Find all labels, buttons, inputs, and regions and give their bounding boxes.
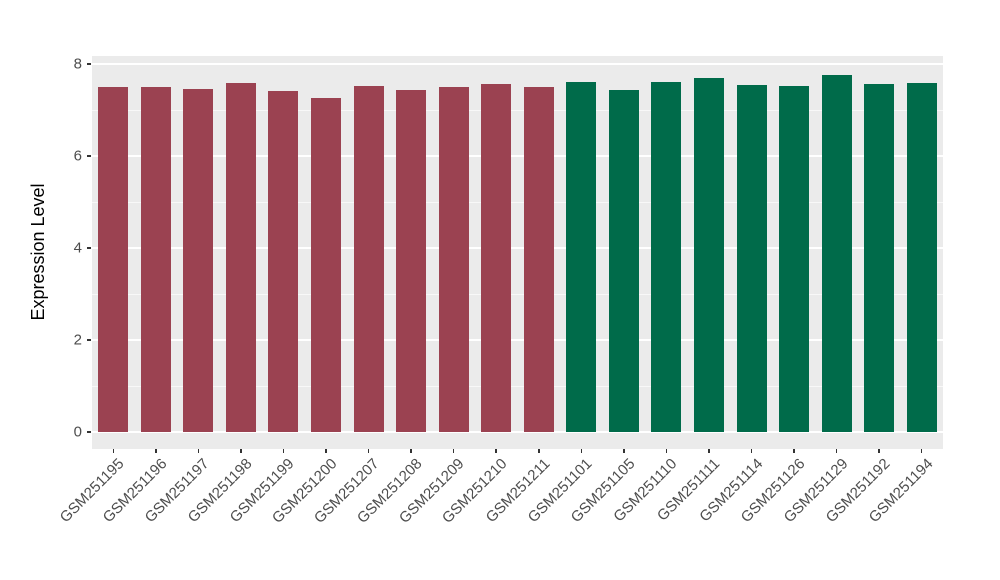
x-tick-mark [835, 449, 838, 453]
y-tick-mark [87, 155, 91, 157]
bar-GSM251207 [353, 85, 384, 432]
bar-GSM251197 [183, 89, 214, 432]
x-tick-mark [325, 449, 327, 453]
x-tick-mark [282, 449, 285, 453]
minor-gridline [92, 201, 943, 203]
bar-GSM251208 [396, 90, 427, 432]
plot-panel [92, 56, 943, 449]
bar-GSM251111 [693, 78, 724, 432]
bar-GSM251210 [481, 84, 512, 432]
x-tick-mark [538, 449, 540, 453]
major-gridline [92, 155, 943, 157]
x-tick-mark [623, 449, 625, 453]
bar-GSM251101 [566, 82, 597, 432]
bar-GSM251114 [736, 85, 767, 432]
bar-GSM251195 [98, 87, 129, 432]
y-tick-mark [87, 63, 91, 65]
x-tick-mark [708, 449, 710, 453]
x-tick-mark [452, 449, 455, 453]
minor-gridline [92, 385, 943, 387]
y-tick-mark [87, 431, 91, 433]
x-tick-mark [793, 449, 795, 453]
bar-GSM251199 [268, 91, 299, 432]
x-tick-mark [410, 449, 412, 453]
bar-GSM251198 [225, 82, 256, 432]
bar-GSM251200 [311, 97, 342, 432]
bar-GSM251209 [438, 87, 469, 432]
minor-gridline [92, 109, 943, 111]
x-tick-mark [155, 449, 157, 453]
bar-GSM251110 [651, 82, 682, 432]
x-tick-mark [878, 449, 880, 453]
bar-GSM251194 [906, 83, 937, 432]
x-tick-mark [112, 449, 115, 453]
bar-GSM251129 [821, 74, 852, 432]
x-tick-mark [580, 449, 583, 453]
y-tick-mark [87, 339, 91, 341]
x-tick-mark [495, 449, 497, 453]
y-tick-label: 0 [73, 423, 82, 441]
x-tick-mark [665, 449, 668, 453]
x-tick-mark [197, 449, 200, 453]
x-tick-mark [367, 449, 370, 453]
y-tick-label: 6 [73, 147, 82, 165]
major-gridline [92, 431, 943, 433]
bar-GSM251192 [864, 83, 895, 432]
bar-GSM251196 [140, 86, 171, 432]
x-tick-mark [920, 449, 923, 453]
major-gridline [92, 339, 943, 341]
y-tick-label: 2 [73, 331, 82, 349]
minor-gridline [92, 293, 943, 295]
bar-GSM251105 [608, 90, 639, 432]
major-gridline [92, 63, 943, 65]
x-tick-mark [240, 449, 242, 453]
y-axis-title-text: Expression Level [28, 183, 48, 321]
bar-GSM251211 [523, 87, 554, 432]
y-tick-label: 4 [73, 239, 82, 257]
major-gridline [92, 247, 943, 249]
y-tick-mark [87, 247, 91, 249]
y-tick-label: 8 [73, 55, 82, 73]
bar-GSM251126 [779, 86, 810, 432]
x-tick-mark [750, 449, 753, 453]
